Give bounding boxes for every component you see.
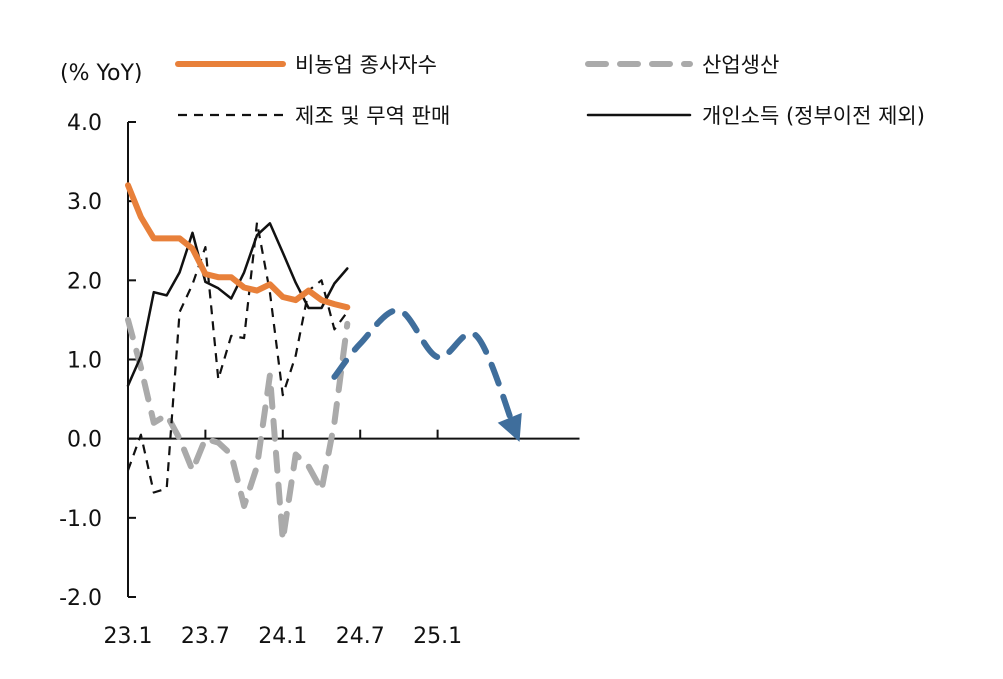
- series-layer: [125, 182, 522, 543]
- y-tick-label: 2.0: [67, 269, 102, 294]
- y-tick-label: 4.0: [67, 111, 102, 136]
- y-tick-label: 3.0: [67, 190, 102, 215]
- x-tick-label: 25.1: [413, 624, 462, 649]
- y-tick-label: -1.0: [59, 507, 102, 532]
- series-line-3: [126, 222, 349, 387]
- x-tick-label: 24.7: [336, 624, 385, 649]
- legend-label-1: 산업생산: [702, 53, 779, 77]
- y-tick-label: 1.0: [67, 349, 102, 374]
- series-line-0: [125, 182, 351, 311]
- series-line-2: [126, 221, 349, 494]
- x-tick-label: 23.1: [104, 624, 153, 649]
- y-tick-label: -2.0: [59, 586, 102, 611]
- legend-label-2: 제조 및 무역 판매: [295, 104, 450, 128]
- projection-line: [331, 307, 518, 434]
- x-tick-label: 23.7: [181, 624, 230, 649]
- y-unit-label: (% YoY): [60, 61, 142, 86]
- y-tick-label: 0.0: [67, 428, 102, 453]
- legend-label-0: 비농업 종사자수: [295, 53, 437, 77]
- axes: 4.0 3.0 2.0 1.0 0.0 -1.0 -2.023.1 23.7 24.1 24.7 2…: [59, 111, 580, 649]
- projection-arrowhead: [497, 412, 522, 442]
- series-line-1: [125, 316, 351, 543]
- legend-label-3: 개인소득 (정부이전 제외): [702, 104, 925, 128]
- x-tick-label: 24.1: [258, 624, 307, 649]
